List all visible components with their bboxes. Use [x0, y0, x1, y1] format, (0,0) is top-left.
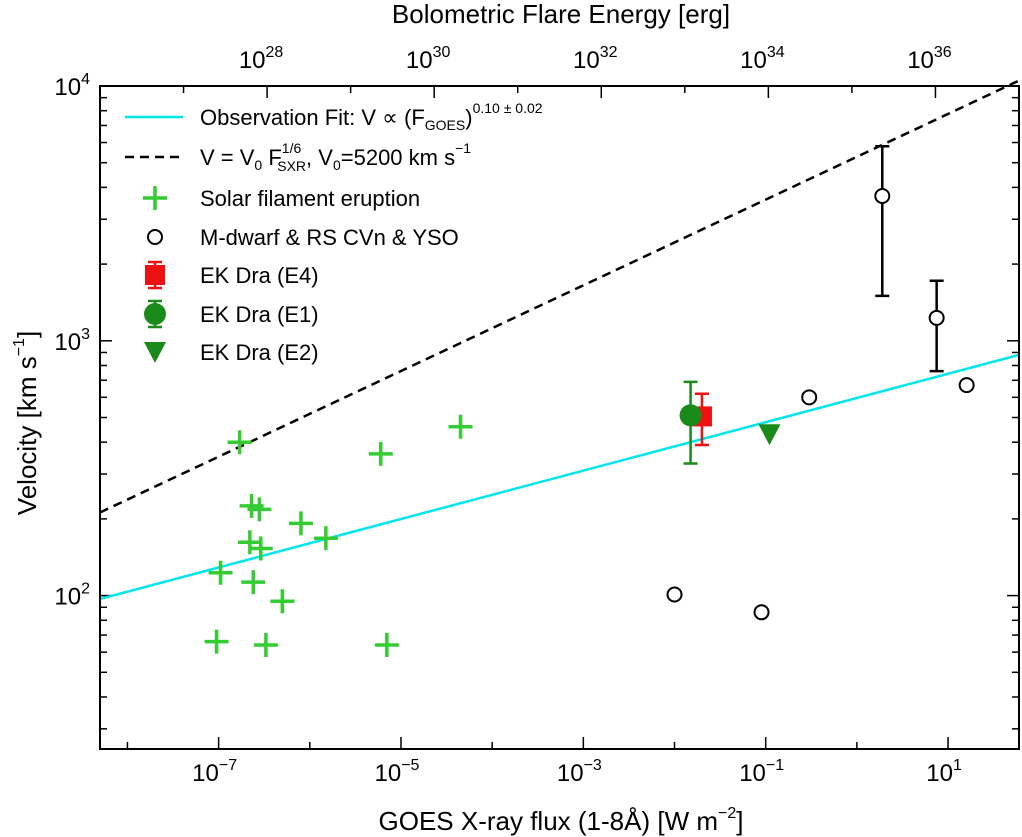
- legend-label-solar: Solar filament eruption: [200, 186, 420, 211]
- legend-marker: [144, 303, 166, 325]
- data-point: [248, 536, 273, 561]
- top-tick-label: 1032: [573, 44, 618, 74]
- plot-series: [99, 79, 1020, 657]
- legend-label-e1: EK Dra (E1): [200, 302, 319, 327]
- data-point: [253, 632, 278, 657]
- data-point: [928, 309, 945, 326]
- data-point: [313, 526, 338, 551]
- data-point: [204, 629, 229, 654]
- data-point: [958, 377, 975, 394]
- y-tick-label: 102: [54, 581, 90, 611]
- top-tick-label: 1028: [239, 44, 284, 74]
- error-bar: [875, 145, 890, 298]
- data-point: [758, 424, 781, 446]
- y-axis-title: Velocity [km s−1]: [11, 331, 42, 515]
- x-tick-label: 10−3: [557, 757, 602, 787]
- legend-label-e2: EK Dra (E2): [200, 340, 319, 365]
- legend: Observation Fit: V ∝ (FGOES)0.10 ± 0.02 …: [125, 100, 543, 365]
- x-tick-label: 10−5: [375, 757, 420, 787]
- data-point: [753, 604, 770, 621]
- data-point: [874, 188, 891, 205]
- x-axis-title: GOES X-ray flux (1-8Å) [W m−2]: [379, 805, 744, 836]
- data-point: [288, 511, 313, 536]
- x-tick-label: 10−7: [192, 757, 237, 787]
- data-point: [247, 497, 272, 522]
- data-point: [237, 530, 262, 555]
- legend-marker: [143, 186, 167, 210]
- series-line-0: [99, 353, 1020, 601]
- legend-label-model: V = V0 F1/6 SXR, V0=5200 km s−1: [200, 140, 471, 174]
- error-bar: [929, 279, 944, 373]
- top-tick-label: 1034: [740, 44, 785, 74]
- x-tick-label: 101: [926, 757, 962, 787]
- data-point: [227, 430, 252, 455]
- plot-frame: [99, 85, 1020, 750]
- x-tick-label: 10−1: [739, 757, 784, 787]
- data-point: [241, 570, 266, 595]
- y-tick-label: 104: [54, 71, 90, 101]
- legend-label-mdwarf: M-dwarf & RS CVn & YSO: [200, 225, 459, 250]
- y-tick-label: 103: [54, 326, 90, 356]
- data-point: [374, 632, 399, 657]
- top-tick-label: 1030: [406, 44, 451, 74]
- data-point: [368, 441, 393, 466]
- data-point: [679, 404, 702, 427]
- axis-ticks: 10−7 10−5 10−3 10−1 101 1028 1030 1032 1034 1036 1…: [54, 44, 1020, 787]
- legend-label-fit: Observation Fit: V ∝ (FGOES)0.10 ± 0.02: [200, 100, 543, 133]
- legend-marker: [145, 265, 165, 285]
- data-point: [801, 389, 818, 406]
- data-point: [448, 414, 473, 439]
- data-point: [666, 586, 683, 603]
- legend-marker: [144, 342, 166, 363]
- series-line-1: [99, 79, 1020, 514]
- data-point: [270, 589, 295, 614]
- data-point: [208, 560, 233, 585]
- legend-label-e4: EK Dra (E4): [200, 263, 319, 288]
- legend-marker: [147, 229, 163, 245]
- top-tick-label: 1036: [907, 44, 952, 74]
- top-axis-title: Bolometric Flare Energy [erg]: [392, 0, 730, 29]
